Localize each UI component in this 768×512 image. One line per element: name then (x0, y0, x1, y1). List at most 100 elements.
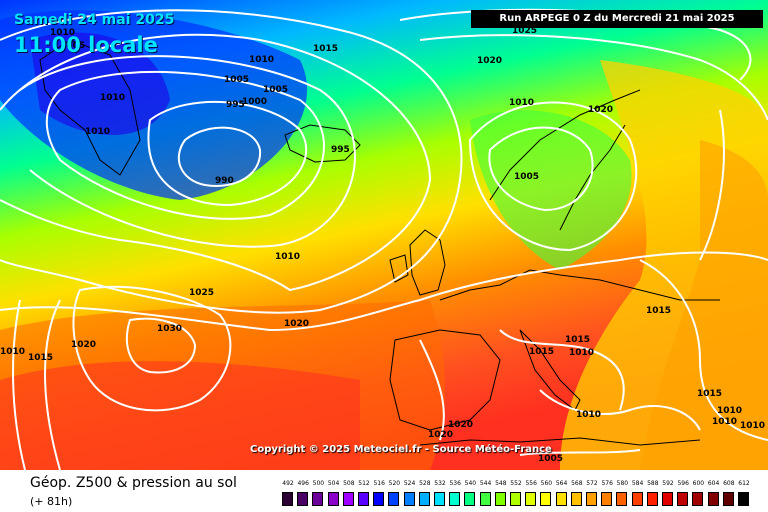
isobar-1015-west (12, 299, 26, 470)
legend-color-swatch (464, 492, 476, 506)
ireland-coast (389, 254, 409, 283)
legend-color-swatch (540, 492, 552, 506)
isobar-label: 1015 (646, 306, 671, 316)
norway-coast (489, 89, 641, 201)
isobar-label: 1020 (477, 56, 502, 66)
isobar-med-1015 (499, 329, 625, 411)
isobar-label: 990 (215, 176, 234, 186)
isobar-label: 1010 (717, 406, 742, 416)
legend-tick-label: 500 (312, 480, 325, 487)
legend-tick-label: 516 (373, 480, 385, 487)
isobar-label: 1015 (565, 335, 590, 345)
legend-color-swatch (707, 492, 719, 506)
legend-tick-label: 604 (707, 480, 720, 487)
legend-tick-label: 584 (631, 480, 644, 487)
isobar-label: 1020 (428, 430, 453, 440)
legend-tick-label: 492 (282, 480, 294, 487)
isobar-1005 (19, 55, 356, 248)
scandinavia-trough (470, 110, 632, 270)
isobar-label: 1020 (588, 105, 613, 115)
isobar-labels: 1010 1005 1015 1025 1020 1010 1005 1000 … (0, 26, 765, 464)
legend-color-swatch (555, 492, 567, 506)
legend-color-swatch (738, 492, 749, 506)
legend-tick-label: 520 (388, 480, 401, 487)
legend-tick-label: 508 (343, 480, 355, 487)
legend-tick-label: 544 (479, 480, 492, 487)
legend-tick-label: 556 (525, 480, 537, 487)
legend-color-swatch (358, 492, 369, 506)
isobar-label: 1030 (157, 324, 182, 334)
isobar-label: 1025 (189, 288, 214, 298)
legend-color-swatch (418, 492, 430, 506)
isobar-label: 1000 (242, 97, 267, 107)
weather-map: 1010 1005 1015 1025 1020 1010 1005 1000 … (0, 0, 768, 470)
isobar-africa-1005 (519, 449, 641, 456)
legend-color-swatch (722, 492, 734, 506)
legend-tick-label: 540 (464, 480, 477, 487)
iceland-coast (284, 124, 361, 163)
isobar-label: 1005 (60, 41, 85, 51)
footer: Géop. Z500 & pression au sol (+ 81h) 492… (0, 470, 768, 512)
legend-tick-label: 528 (419, 480, 431, 487)
isobar-label: 1010 (275, 252, 300, 262)
legend-color-swatch (525, 492, 537, 506)
legend-color-swatch (297, 492, 309, 506)
legend-tick-label: 532 (434, 480, 446, 487)
isobar-label: 1015 (28, 353, 53, 363)
isobar-label: 1010 (712, 417, 737, 427)
isobar-label: 1010 (0, 347, 25, 357)
copyright-text: Copyright © 2025 Meteociel.fr - Source M… (250, 444, 552, 455)
isobar-north-1020 (419, 34, 768, 121)
sweden-coast (559, 124, 626, 231)
isobar-label: 1010 (85, 127, 110, 137)
legend-tick-label: 592 (662, 480, 674, 487)
isobar-label: 1015 (313, 44, 338, 54)
legend-color-swatch (616, 492, 628, 506)
legend-tick-label: 504 (327, 480, 340, 487)
legend-color-swatch (586, 492, 597, 506)
isobar-1010 (0, 33, 432, 292)
iberia-coast (389, 329, 501, 431)
legend-color-swatch (570, 492, 582, 506)
legend-color-swatch (601, 492, 613, 506)
isobar-label: 1020 (71, 340, 96, 350)
isobar-label: 1005 (538, 454, 563, 464)
isobar-990 (177, 126, 262, 187)
legend-tick-label: 576 (601, 480, 613, 487)
isobar-label: 1015 (529, 347, 554, 357)
isobar-label: 1010 (569, 348, 594, 358)
italy-coast (519, 329, 581, 411)
isobar-med-1010 (539, 389, 701, 431)
uk-coast (409, 229, 446, 296)
forecast-time: 11:00 locale (14, 33, 158, 57)
isobar-label: 1010 (509, 98, 534, 108)
isobar-label: 1005 (514, 172, 539, 182)
isobar-1030 (125, 317, 197, 374)
isobar-label: 1025 (512, 26, 537, 36)
isobar-label: 1005 (224, 75, 249, 85)
legend-color-swatch (479, 492, 491, 506)
legend-tick-label: 596 (677, 480, 689, 487)
legend-color-swatch (327, 492, 339, 506)
isobar-label: 1010 (576, 410, 601, 420)
legend-color-swatch (692, 492, 704, 506)
isobar-label: 1020 (284, 319, 309, 329)
legend-color-swatch (662, 492, 673, 506)
legend-color-swatch (510, 492, 521, 506)
legend-tick-label: 564 (555, 480, 568, 487)
isobar-scandinavia-1010 (468, 101, 638, 252)
legend-color-swatch (449, 492, 461, 506)
legend-color-swatch (646, 492, 658, 506)
legend-tick-label: 524 (403, 480, 416, 487)
legend-color-swatch (282, 492, 293, 506)
isobar-iberia-1015 (419, 339, 445, 441)
legend-color-swatch (373, 492, 385, 506)
legend-tick-label: 568 (571, 480, 583, 487)
europe-coast (439, 269, 720, 301)
north-africa-coast (419, 437, 701, 446)
greenland-low-core (30, 32, 170, 135)
isobar-1015 (0, 9, 463, 314)
isobar-label: 995 (331, 145, 350, 155)
isobar-label: 1015 (697, 389, 722, 399)
legend-color-swatch (342, 492, 354, 506)
